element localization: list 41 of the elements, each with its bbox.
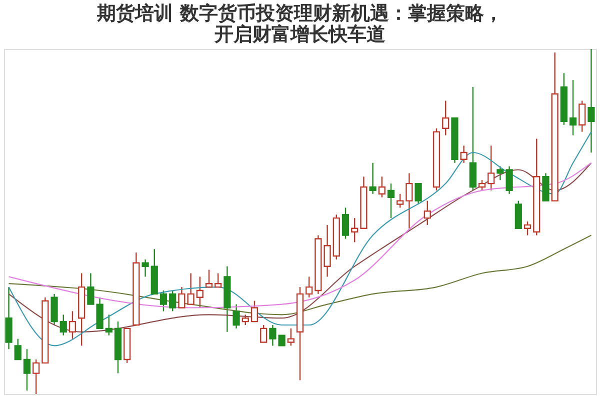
candlestick	[306, 276, 313, 298]
candlestick	[205, 269, 213, 288]
candlestick	[496, 166, 504, 181]
candlestick	[506, 166, 513, 194]
candlestick	[178, 286, 186, 308]
chart-title: 期货培训 数字货币投资理财新机遇：掌握策略，开启财富增长快车道	[96, 2, 503, 46]
candlestick	[424, 200, 431, 226]
candlestick	[14, 338, 22, 360]
candlestick	[342, 207, 350, 240]
candlestick	[214, 272, 222, 288]
candlestick	[87, 272, 94, 305]
candlestick	[142, 258, 149, 278]
candlestick	[287, 328, 294, 346]
candlestick	[524, 220, 532, 236]
candlestick	[378, 176, 386, 198]
candlestick	[105, 314, 112, 336]
candlestick	[588, 48, 595, 154]
candlestick	[578, 100, 586, 132]
candlestick	[169, 290, 176, 312]
candlestick	[488, 145, 495, 192]
candlestick	[569, 79, 577, 136]
candlestick	[387, 182, 395, 219]
candlestick	[196, 276, 204, 308]
candlestick	[68, 310, 76, 340]
candlestick	[23, 348, 31, 392]
candlestick	[187, 272, 194, 305]
candlestick	[460, 145, 468, 164]
candlestick	[232, 304, 240, 330]
candlestick	[414, 182, 422, 205]
candlestick	[250, 300, 258, 322]
candlestick	[396, 193, 404, 208]
candlestick	[60, 314, 67, 336]
candlestick	[351, 217, 358, 243]
candlestick	[442, 100, 450, 136]
candlestick	[260, 324, 268, 343]
candlestick	[32, 358, 40, 395]
candlestick	[160, 290, 168, 312]
candlestick	[369, 162, 376, 194]
candlestick	[406, 172, 413, 229]
candlestick	[242, 314, 249, 326]
candlestick	[478, 180, 486, 192]
